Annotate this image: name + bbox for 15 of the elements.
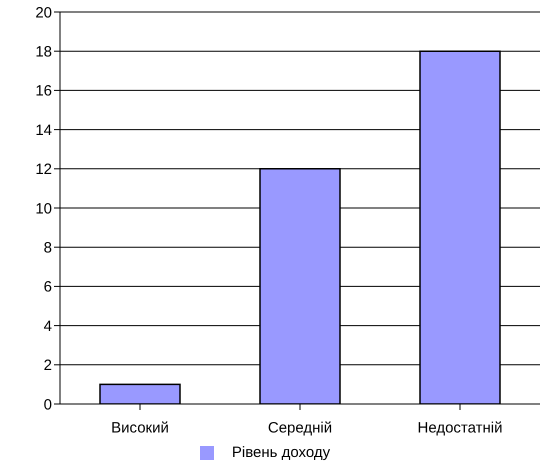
- y-tick-label: 6: [44, 278, 52, 296]
- y-tick-label: 10: [35, 200, 52, 218]
- y-tick-label: 2: [44, 357, 52, 374]
- legend-label: Рівень доходу: [232, 444, 330, 461]
- y-tick-label: 20: [35, 4, 52, 22]
- y-tick-label: 14: [35, 122, 52, 139]
- y-tick-label: 12: [35, 161, 52, 178]
- y-tick-label: 18: [35, 44, 52, 61]
- x-tick-label: Високий: [111, 420, 169, 437]
- y-tick-label: 4: [44, 318, 52, 335]
- y-tick-label: 8: [44, 240, 52, 257]
- x-tick-label: Середній: [268, 420, 332, 437]
- x-tick-label: Недостатній: [417, 420, 503, 437]
- y-tick-label: 0: [44, 396, 52, 414]
- y-tick-label: 16: [35, 82, 52, 100]
